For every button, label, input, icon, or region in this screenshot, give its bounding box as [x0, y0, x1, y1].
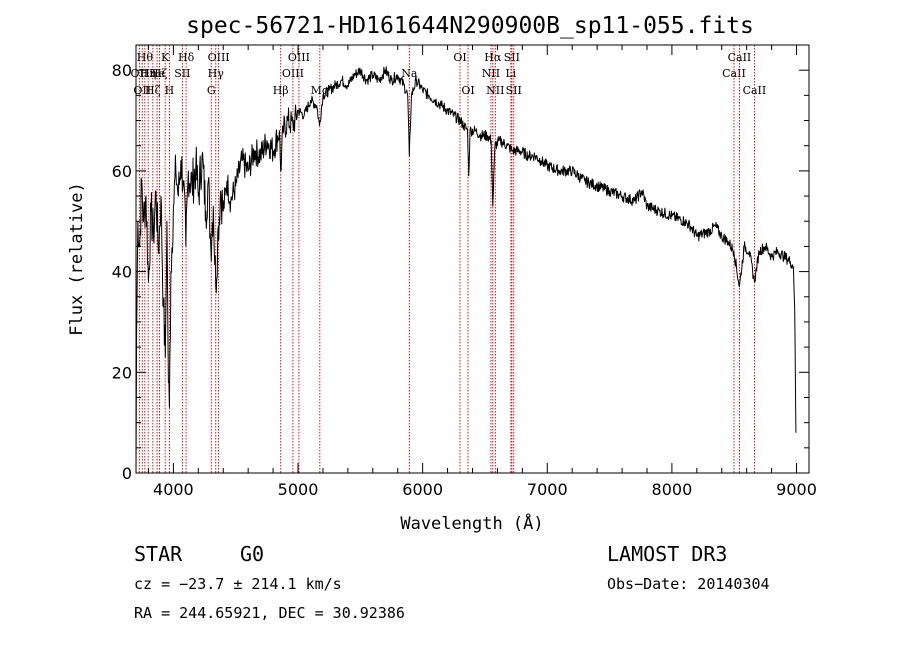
line-marker-label-5: He: [149, 67, 165, 80]
line-marker-label-18: Na: [401, 67, 418, 80]
y-axis-label: Flux (relative): [67, 182, 87, 336]
line-marker-label-25: SII: [504, 51, 520, 64]
line-marker-label-10: Hδ: [178, 51, 195, 64]
x-tick-label-1: 5000: [278, 480, 319, 499]
line-marker-label-13: OIII: [208, 51, 230, 64]
y-tick-label-0: 0: [122, 464, 132, 483]
spectrum-series-0: [135, 66, 797, 474]
x-tick-label-0: 4000: [153, 480, 194, 499]
line-marker-label-22: Hα: [484, 51, 502, 64]
info-panel: STAR G0 LAMOST DR3 cz = −23.7 ± 214.1 km…: [134, 542, 770, 622]
coordinates-text: RA = 244.65921, DEC = 30.92386: [134, 604, 405, 622]
object-class: STAR: [134, 542, 183, 566]
survey-name: LAMOST DR3: [607, 542, 727, 566]
line-marker-label-21: NII: [482, 67, 500, 80]
line-marker-label-2: Hθ: [137, 51, 154, 64]
line-marker-label-29: CaII: [743, 84, 767, 97]
line-marker-label-1: OII: [133, 84, 151, 97]
line-marker-label-16: OIII: [288, 51, 310, 64]
line-marker-label-11: G: [207, 84, 216, 97]
line-marker-label-23: NII: [486, 84, 504, 97]
x-tick-label-2: 6000: [402, 480, 443, 499]
chart-title: spec-56721-HD161644N290900B_sp11-055.fit…: [186, 13, 754, 39]
redshift-text: cz = −23.7 ± 214.1 km/s: [134, 575, 342, 593]
series-layer: [135, 66, 797, 474]
line-marker-label-27: CaII: [722, 67, 746, 80]
line-marker-label-19: OI: [453, 51, 466, 64]
x-tick-label-3: 7000: [527, 480, 568, 499]
line-marker-label-14: Hβ: [273, 84, 289, 97]
line-marker-label-8: H: [165, 84, 175, 97]
x-axis-label: Wavelength (Å): [400, 512, 543, 534]
line-marker-label-17: Mg: [311, 84, 329, 97]
axis-tick-layer: 4000 5000 6000 7000 8000 9000 0 20 40 60 80: [112, 45, 817, 499]
line-marker-label-4: Hζ: [145, 84, 161, 97]
line-marker-label-20: OI: [461, 84, 474, 97]
line-marker-label-26: SII: [506, 84, 522, 97]
line-marker-label-7: K: [161, 51, 170, 64]
y-tick-label-4: 80: [112, 61, 132, 80]
obs-date-text: Obs−Date: 20140304: [607, 575, 770, 593]
line-marker-label-15: OIII: [282, 67, 304, 80]
line-marker-label-9: SII: [174, 67, 190, 80]
x-tick-label-5: 9000: [776, 480, 817, 499]
line-marker-label-28: CaII: [728, 51, 752, 64]
y-tick-label-1: 20: [112, 363, 132, 382]
x-tick-label-4: 8000: [652, 480, 693, 499]
y-tick-label-2: 40: [112, 263, 132, 282]
line-marker-label-24: Li: [505, 67, 516, 80]
line-marker-label-6: Hζ: [152, 67, 168, 80]
y-tick-label-3: 60: [112, 162, 132, 181]
object-subclass: G0: [240, 542, 264, 566]
line-marker-label-12: Hγ: [208, 67, 225, 80]
